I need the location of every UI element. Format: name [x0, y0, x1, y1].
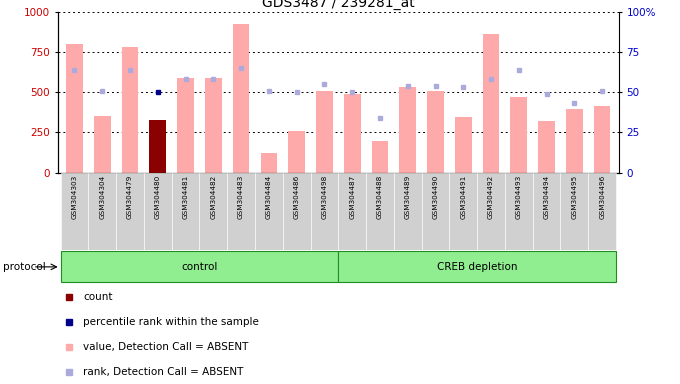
Bar: [94, 116, 111, 173]
Bar: [339, 252, 616, 283]
Bar: [339, 173, 366, 250]
Bar: [255, 173, 283, 250]
Bar: [566, 109, 583, 173]
Text: GSM304304: GSM304304: [99, 175, 105, 219]
Bar: [122, 47, 138, 173]
Text: GSM304495: GSM304495: [571, 175, 577, 219]
Bar: [594, 106, 611, 173]
Bar: [199, 173, 227, 250]
Bar: [372, 141, 388, 173]
Bar: [394, 173, 422, 250]
Text: GSM304303: GSM304303: [71, 175, 78, 219]
Bar: [399, 87, 416, 173]
Text: GSM304484: GSM304484: [266, 175, 272, 219]
Bar: [260, 154, 277, 173]
Text: rank, Detection Call = ABSENT: rank, Detection Call = ABSENT: [83, 366, 243, 377]
Bar: [477, 173, 505, 250]
Bar: [511, 97, 527, 173]
Bar: [505, 173, 532, 250]
Bar: [483, 34, 499, 173]
Bar: [61, 252, 339, 283]
Bar: [344, 94, 360, 173]
Bar: [427, 91, 444, 173]
Bar: [205, 78, 222, 173]
Bar: [283, 173, 311, 250]
Bar: [422, 173, 449, 250]
Text: GSM304482: GSM304482: [210, 175, 216, 219]
Bar: [316, 91, 333, 173]
Bar: [311, 173, 339, 250]
Title: GDS3487 / 239281_at: GDS3487 / 239281_at: [262, 0, 415, 10]
Text: GSM304480: GSM304480: [155, 175, 160, 219]
Text: GSM304488: GSM304488: [377, 175, 383, 219]
Text: GSM304494: GSM304494: [543, 175, 549, 219]
Bar: [455, 117, 472, 173]
Bar: [66, 44, 83, 173]
Bar: [116, 173, 144, 250]
Text: GSM304496: GSM304496: [599, 175, 605, 219]
Text: GSM304489: GSM304489: [405, 175, 411, 219]
Text: GSM304483: GSM304483: [238, 175, 244, 219]
Text: GSM304498: GSM304498: [322, 175, 327, 219]
Text: GSM304492: GSM304492: [488, 175, 494, 219]
Text: GSM304479: GSM304479: [127, 175, 133, 219]
Bar: [233, 25, 250, 173]
Text: control: control: [182, 262, 218, 272]
Bar: [288, 131, 305, 173]
Text: percentile rank within the sample: percentile rank within the sample: [83, 316, 259, 327]
Text: GSM304487: GSM304487: [350, 175, 355, 219]
Bar: [150, 120, 166, 173]
Bar: [366, 173, 394, 250]
Bar: [449, 173, 477, 250]
Bar: [88, 173, 116, 250]
Bar: [588, 173, 616, 250]
Bar: [61, 173, 88, 250]
Text: GSM304490: GSM304490: [432, 175, 439, 219]
Bar: [144, 173, 171, 250]
Bar: [171, 173, 199, 250]
Text: CREB depletion: CREB depletion: [437, 262, 517, 272]
Text: GSM304491: GSM304491: [460, 175, 466, 219]
Bar: [539, 121, 555, 173]
Text: protocol: protocol: [3, 262, 46, 272]
Text: GSM304486: GSM304486: [294, 175, 300, 219]
Bar: [227, 173, 255, 250]
Bar: [177, 78, 194, 173]
Text: GSM304493: GSM304493: [516, 175, 522, 219]
Text: count: count: [83, 291, 113, 302]
Text: value, Detection Call = ABSENT: value, Detection Call = ABSENT: [83, 341, 248, 352]
Bar: [532, 173, 560, 250]
Text: GSM304481: GSM304481: [182, 175, 188, 219]
Bar: [560, 173, 588, 250]
